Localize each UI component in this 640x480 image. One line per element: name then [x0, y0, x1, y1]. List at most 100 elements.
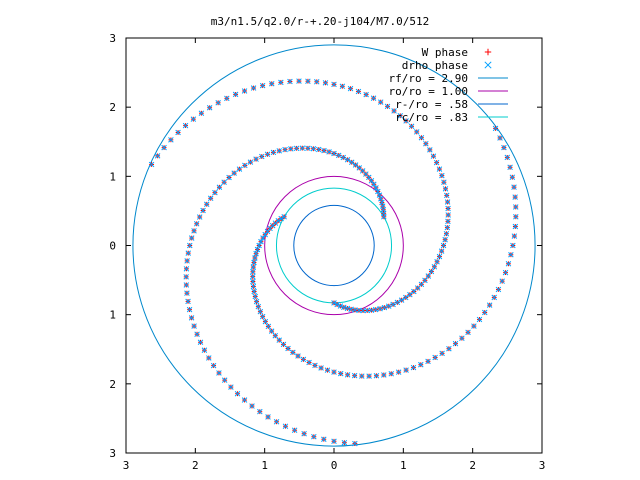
x-point	[459, 335, 465, 341]
x-tick-label: 0	[331, 459, 338, 472]
x-point	[355, 88, 362, 95]
x-point	[418, 134, 425, 141]
x-point	[216, 184, 223, 191]
x-point	[188, 235, 195, 241]
x-point	[250, 85, 257, 91]
x-point	[247, 159, 254, 165]
x-point	[231, 170, 237, 176]
x-point	[293, 145, 300, 152]
circle-3	[293, 204, 375, 287]
x-point	[436, 253, 443, 260]
x-point	[348, 159, 355, 166]
x-point	[510, 242, 516, 249]
x-point	[168, 137, 174, 143]
legend-label-4: ro/ro = 1.00	[389, 85, 468, 98]
x-point	[196, 214, 203, 220]
x-point	[210, 362, 217, 369]
x-point	[154, 153, 161, 159]
x-point	[444, 224, 451, 231]
x-point	[186, 306, 193, 313]
y-tick-label: 1	[109, 170, 116, 183]
x-point	[252, 293, 258, 300]
x-point	[438, 248, 445, 254]
x-point	[324, 367, 331, 373]
x-point	[425, 358, 431, 365]
x-point	[381, 304, 388, 311]
x-point	[184, 258, 190, 264]
x-point	[241, 88, 248, 94]
chart-title: m3/n1.5/q2.0/r-+.20-j104/M7.0/512	[211, 15, 430, 28]
x-point	[501, 144, 507, 151]
x-point	[249, 403, 255, 409]
x-point	[334, 301, 340, 308]
x-point	[312, 362, 318, 369]
x-point	[321, 436, 327, 443]
x-point	[344, 372, 351, 378]
x-point	[505, 261, 512, 267]
x-point	[403, 367, 409, 373]
x-point	[359, 373, 365, 379]
x-point	[287, 78, 293, 85]
x-point	[193, 221, 200, 227]
x-point	[403, 118, 409, 124]
x-point	[440, 242, 447, 249]
x-point	[433, 159, 440, 166]
x-point	[377, 305, 383, 312]
x-point	[185, 250, 192, 256]
x-point	[465, 329, 471, 336]
x-point	[310, 145, 317, 152]
x-tick-label: 1	[261, 459, 268, 472]
x-point	[385, 303, 392, 309]
x-point	[512, 204, 519, 210]
legend-label-1: W phase	[422, 46, 468, 59]
x-point	[351, 372, 358, 379]
legend-label-3: rf/ro = 2.90	[389, 72, 468, 85]
x-point	[257, 408, 263, 415]
x-point	[439, 350, 445, 357]
x-point	[504, 154, 511, 161]
x-point	[285, 345, 291, 352]
x-point	[269, 80, 275, 87]
y-tick-label: 3	[109, 447, 116, 460]
x-point	[492, 125, 499, 132]
x-point	[187, 242, 193, 249]
x-point	[427, 147, 433, 153]
x-point	[282, 423, 289, 429]
x-point	[148, 161, 155, 168]
x-point	[425, 273, 432, 279]
x-point	[242, 162, 248, 169]
x-point	[190, 116, 197, 122]
x-point	[407, 291, 413, 298]
legend-label-2: drho phase	[402, 59, 468, 72]
x-point	[390, 301, 396, 308]
x-point	[430, 153, 437, 159]
x-point	[250, 269, 256, 275]
y-tick-label: 3	[109, 32, 116, 45]
x-point	[278, 215, 284, 222]
x-point	[265, 323, 272, 330]
x-point	[228, 384, 234, 390]
x-point	[428, 268, 435, 275]
x-point	[445, 218, 451, 225]
x-point	[356, 165, 363, 171]
legend-label-5: r-/ro = .58	[395, 98, 468, 111]
x-point	[322, 80, 329, 86]
x-point	[370, 95, 377, 101]
x-point	[232, 91, 239, 98]
x-point	[305, 145, 311, 152]
x-point	[377, 99, 384, 105]
x-point	[368, 178, 375, 184]
x-point	[200, 207, 206, 214]
x-point	[337, 370, 344, 377]
x-tick-label: 2	[469, 459, 476, 472]
x-point	[259, 153, 265, 160]
x-point	[394, 299, 401, 306]
x-point	[344, 157, 351, 163]
x-point	[497, 135, 503, 141]
x-point	[410, 364, 417, 371]
legend-label-6: rc/ro = .83	[395, 111, 468, 124]
x-point	[352, 162, 359, 168]
x-point	[313, 79, 320, 85]
x-point	[371, 181, 377, 188]
x-point	[273, 419, 280, 425]
